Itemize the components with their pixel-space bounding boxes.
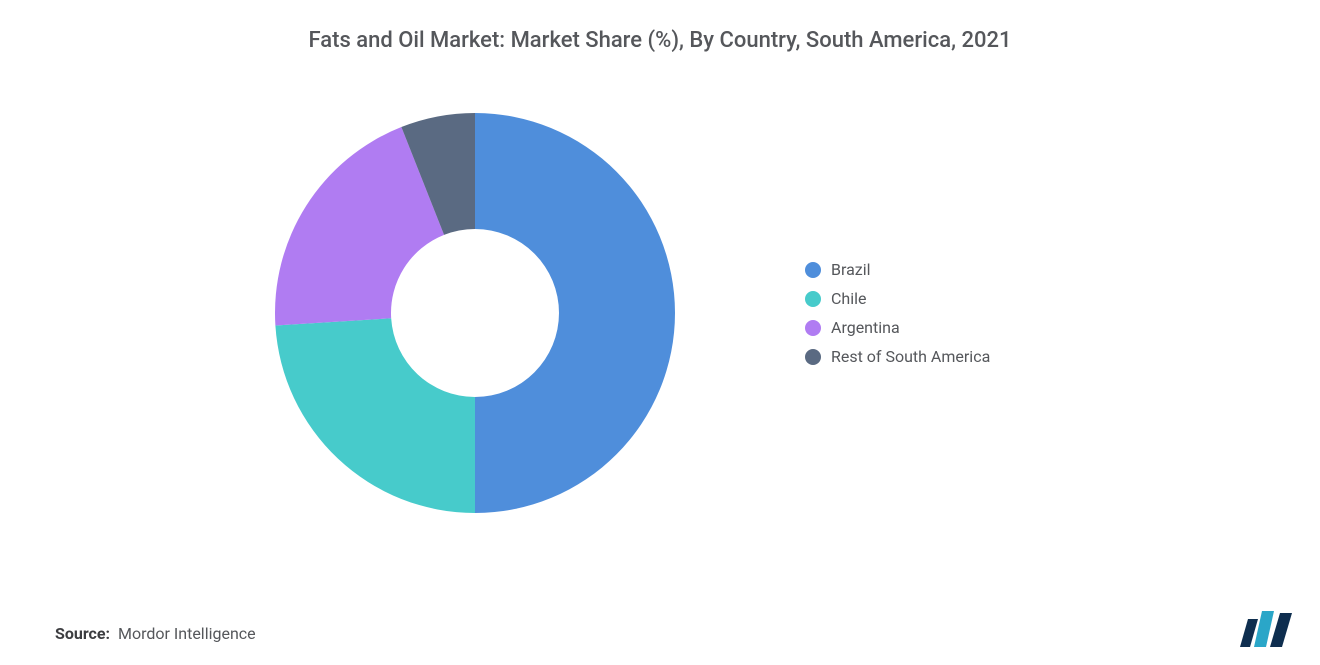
- donut-segment: [275, 318, 475, 513]
- chart-title: Fats and Oil Market: Market Share (%), B…: [0, 0, 1320, 63]
- legend-item: Brazil: [805, 260, 1045, 279]
- legend-swatch: [805, 349, 821, 365]
- donut-svg: [275, 113, 675, 513]
- legend-item: Argentina: [805, 318, 1045, 337]
- legend-label: Brazil: [831, 260, 871, 279]
- chart-area: Brazil Chile Argentina Rest of South Americ…: [0, 63, 1320, 563]
- legend-item: Chile: [805, 289, 1045, 308]
- legend-label: Chile: [831, 289, 867, 308]
- donut-chart: [275, 113, 675, 513]
- legend-swatch: [805, 262, 821, 278]
- source-attribution: Source: Mordor Intelligence: [55, 624, 256, 643]
- source-label: Source:: [55, 624, 110, 643]
- legend-label: Argentina: [831, 318, 900, 337]
- legend-item: Rest of South America: [805, 347, 1045, 366]
- source-value: Mordor Intelligence: [118, 624, 256, 643]
- donut-segment: [475, 113, 675, 513]
- legend-label: Rest of South America: [831, 347, 990, 366]
- legend-swatch: [805, 291, 821, 307]
- brand-logo: [1240, 611, 1292, 647]
- legend-swatch: [805, 320, 821, 336]
- legend: Brazil Chile Argentina Rest of South Americ…: [805, 260, 1045, 366]
